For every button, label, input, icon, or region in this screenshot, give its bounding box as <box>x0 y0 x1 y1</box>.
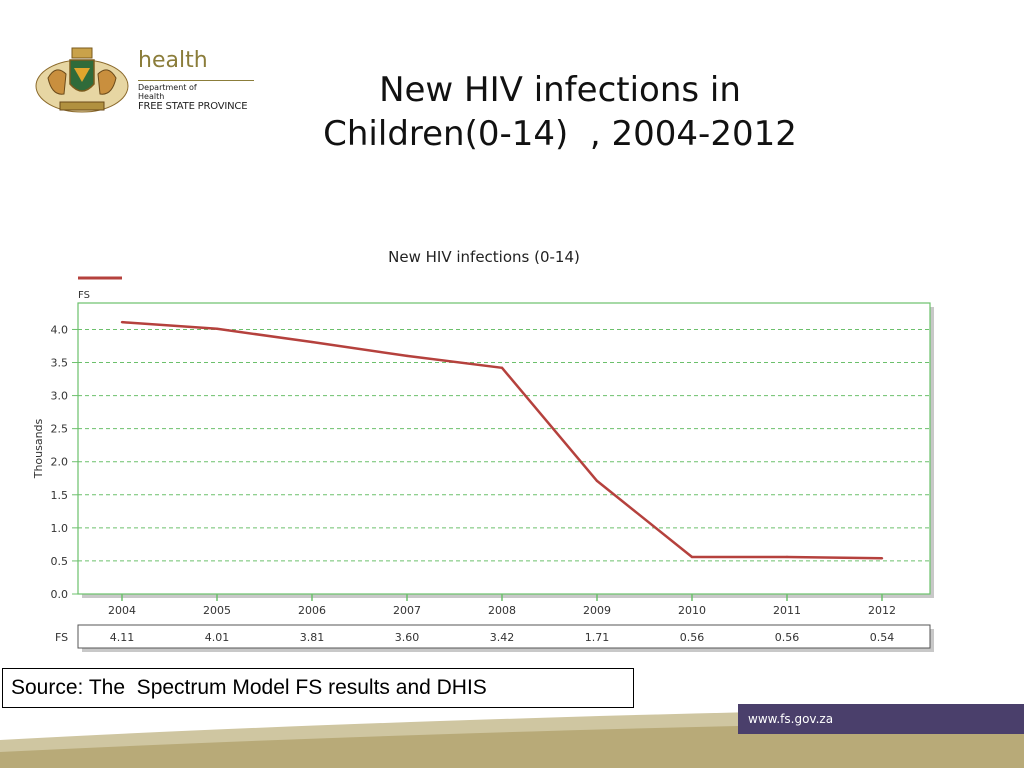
x-tick-label: 2010 <box>678 604 706 617</box>
footer-band <box>0 704 1024 768</box>
table-cell: 1.71 <box>585 631 610 644</box>
x-tick-label: 2005 <box>203 604 231 617</box>
x-tick-label: 2006 <box>298 604 326 617</box>
table-cell: 4.11 <box>110 631 135 644</box>
y-tick-label: 2.0 <box>51 456 69 469</box>
y-tick-label: 0.5 <box>51 555 69 568</box>
plot-area <box>77 302 931 595</box>
y-tick-label: 1.0 <box>51 522 69 535</box>
footer-url[interactable]: www.fs.gov.za <box>748 712 834 726</box>
y-tick-label: 3.5 <box>51 357 69 370</box>
logo-province: FREE STATE PROVINCE <box>138 101 248 112</box>
slide-title-line2: Children(0-14) , 2004-2012 <box>323 114 797 154</box>
y-tick-label: 1.5 <box>51 489 69 502</box>
data-point <box>500 366 504 370</box>
chart-title: New HIV infections (0-14) <box>388 248 580 266</box>
y-tick-label: 0.0 <box>51 588 69 601</box>
table-cell: 3.60 <box>395 631 420 644</box>
data-point <box>880 557 884 560</box>
health-brand-text: health <box>138 48 208 73</box>
source-note: Source: The Spectrum Model FS results an… <box>2 668 634 708</box>
legend-label-fs: FS <box>78 290 90 301</box>
data-point <box>785 555 789 559</box>
table-cell: 4.01 <box>205 631 230 644</box>
logo-department-line1: Department of <box>138 83 197 92</box>
table-cell: 3.81 <box>300 631 325 644</box>
data-point <box>120 320 124 324</box>
data-table <box>77 624 931 649</box>
x-tick-label: 2012 <box>868 604 896 617</box>
table-row-label: FS <box>55 631 68 644</box>
table-cell: 0.56 <box>775 631 800 644</box>
x-tick-label: 2004 <box>108 604 136 617</box>
x-tick-label: 2007 <box>393 604 421 617</box>
data-point <box>690 555 694 559</box>
health-logo: health Department of Health FREE STATE P… <box>30 38 260 118</box>
y-tick-label: 3.0 <box>51 390 69 403</box>
x-tick-label: 2011 <box>773 604 801 617</box>
hiv-infections-chart: New HIV infections (0-14) FS 0.0 0.5 1.0 1.5 2… <box>32 248 934 652</box>
y-tick-label: 2.5 <box>51 423 69 436</box>
y-axis-label: Thousands <box>32 418 45 479</box>
slide-title: New HIV infections in Children(0-14) , 2… <box>270 68 850 156</box>
table-cell: 3.42 <box>490 631 515 644</box>
slide-title-line1: New HIV infections in <box>379 70 741 110</box>
data-point <box>405 354 409 358</box>
y-tick-label: 4.0 <box>51 323 69 336</box>
x-tick-label: 2008 <box>488 604 516 617</box>
data-point <box>310 340 314 344</box>
data-point <box>595 479 599 483</box>
table-cell: 0.54 <box>870 631 895 644</box>
logo-divider <box>138 80 254 81</box>
coat-of-arms-icon <box>35 47 129 113</box>
logo-department-line2: Health <box>138 92 165 101</box>
table-cell: 0.56 <box>680 631 705 644</box>
x-tick-label: 2009 <box>583 604 611 617</box>
data-point <box>215 327 219 330</box>
